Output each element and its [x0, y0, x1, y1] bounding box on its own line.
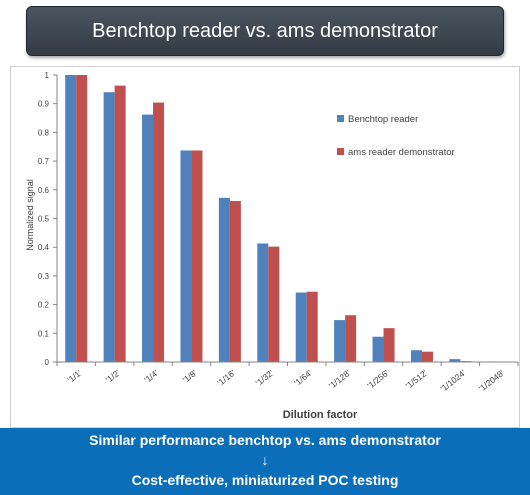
- bar-ams: [114, 85, 126, 362]
- bar-benchtop: [103, 92, 115, 362]
- bars: [65, 75, 510, 363]
- y-tick-label: 0.5: [38, 215, 50, 224]
- y-axis: 0 0.1 0.2 0.3 0.4 0.5 0.6 0.7 0.8 0.9 1: [38, 71, 58, 367]
- footer-arrow: ↓: [261, 452, 269, 468]
- y-tick-label: 0.8: [38, 128, 50, 137]
- bar-ams: [268, 246, 280, 362]
- bar-benchtop: [180, 150, 192, 362]
- bar-ams: [153, 102, 165, 362]
- bar-ams: [191, 150, 203, 362]
- title-banner: Benchtop reader vs. ams demonstrator: [26, 6, 504, 56]
- legend-label: ams reader demonstrator: [348, 147, 455, 158]
- bar-benchtop: [218, 197, 230, 362]
- bar-benchtop: [410, 350, 422, 362]
- legend-swatch: [337, 148, 344, 155]
- bar-benchtop: [295, 292, 307, 362]
- x-tick-label: '1/16': [215, 367, 237, 387]
- bar-benchtop: [65, 75, 77, 362]
- y-tick-label: 0: [45, 358, 50, 367]
- bar-benchtop: [257, 243, 269, 362]
- bar-ams: [383, 328, 395, 362]
- bar-benchtop: [142, 114, 154, 362]
- bar-ams: [76, 75, 88, 362]
- x-tick-label: '1/4': [142, 367, 160, 384]
- legend: Benchtop reader ams reader demonstrator: [322, 104, 494, 174]
- legend-box: [322, 104, 494, 174]
- x-tick-label: '1/2': [104, 367, 122, 384]
- footer-line-1: Similar performance benchtop vs. ams dem…: [89, 432, 441, 448]
- x-tick-label: '1/128': [327, 367, 353, 390]
- y-tick-label: 1: [45, 71, 50, 80]
- y-tick-label: 0.2: [38, 301, 50, 310]
- footer-banner: Similar performance benchtop vs. ams dem…: [0, 428, 530, 495]
- bar-ams: [306, 291, 318, 362]
- y-axis-label: Normalized signal: [25, 179, 35, 251]
- bar-chart: 0 0.1 0.2 0.3 0.4 0.5 0.6 0.7 0.8 0.9 1 '1/1' '1/2'…: [25, 71, 519, 421]
- bar-benchtop: [334, 320, 346, 362]
- x-axis-label: Dilution factor: [283, 409, 358, 421]
- bar-benchtop: [372, 336, 384, 362]
- y-tick-label: 0.1: [38, 329, 50, 338]
- y-tick-label: 0.3: [38, 272, 50, 281]
- bar-benchtop: [449, 359, 461, 362]
- legend-label: Benchtop reader: [348, 114, 418, 125]
- y-tick-label: 0.9: [38, 100, 50, 109]
- slide-title: Benchtop reader vs. ams demonstrator: [92, 19, 438, 42]
- x-tick-label: '1/512': [404, 367, 430, 390]
- legend-swatch: [337, 115, 344, 122]
- y-tick-label: 0.7: [38, 157, 50, 166]
- bar-ams: [229, 200, 241, 362]
- x-tick-label: '1/32': [254, 367, 276, 387]
- bar-ams: [421, 351, 433, 362]
- x-tick-label: '1/1': [65, 367, 83, 384]
- x-tick-label: '1/256': [365, 367, 391, 390]
- footer-line-2: Cost-effective, miniaturized POC testing: [131, 472, 399, 488]
- bar-ams: [345, 315, 357, 362]
- x-tick-label: '1/1024': [438, 367, 467, 393]
- x-axis: '1/1' '1/2' '1/4' '1/8' '1/16' '1/32' '1/64' '1…: [56, 361, 519, 394]
- x-tick-label: '1/8': [181, 367, 199, 384]
- x-tick-label: '1/64': [292, 367, 314, 387]
- y-tick-label: 0.4: [38, 243, 50, 252]
- x-tick-label: '1/2048': [477, 367, 506, 393]
- y-tick-label: 0.6: [38, 186, 50, 195]
